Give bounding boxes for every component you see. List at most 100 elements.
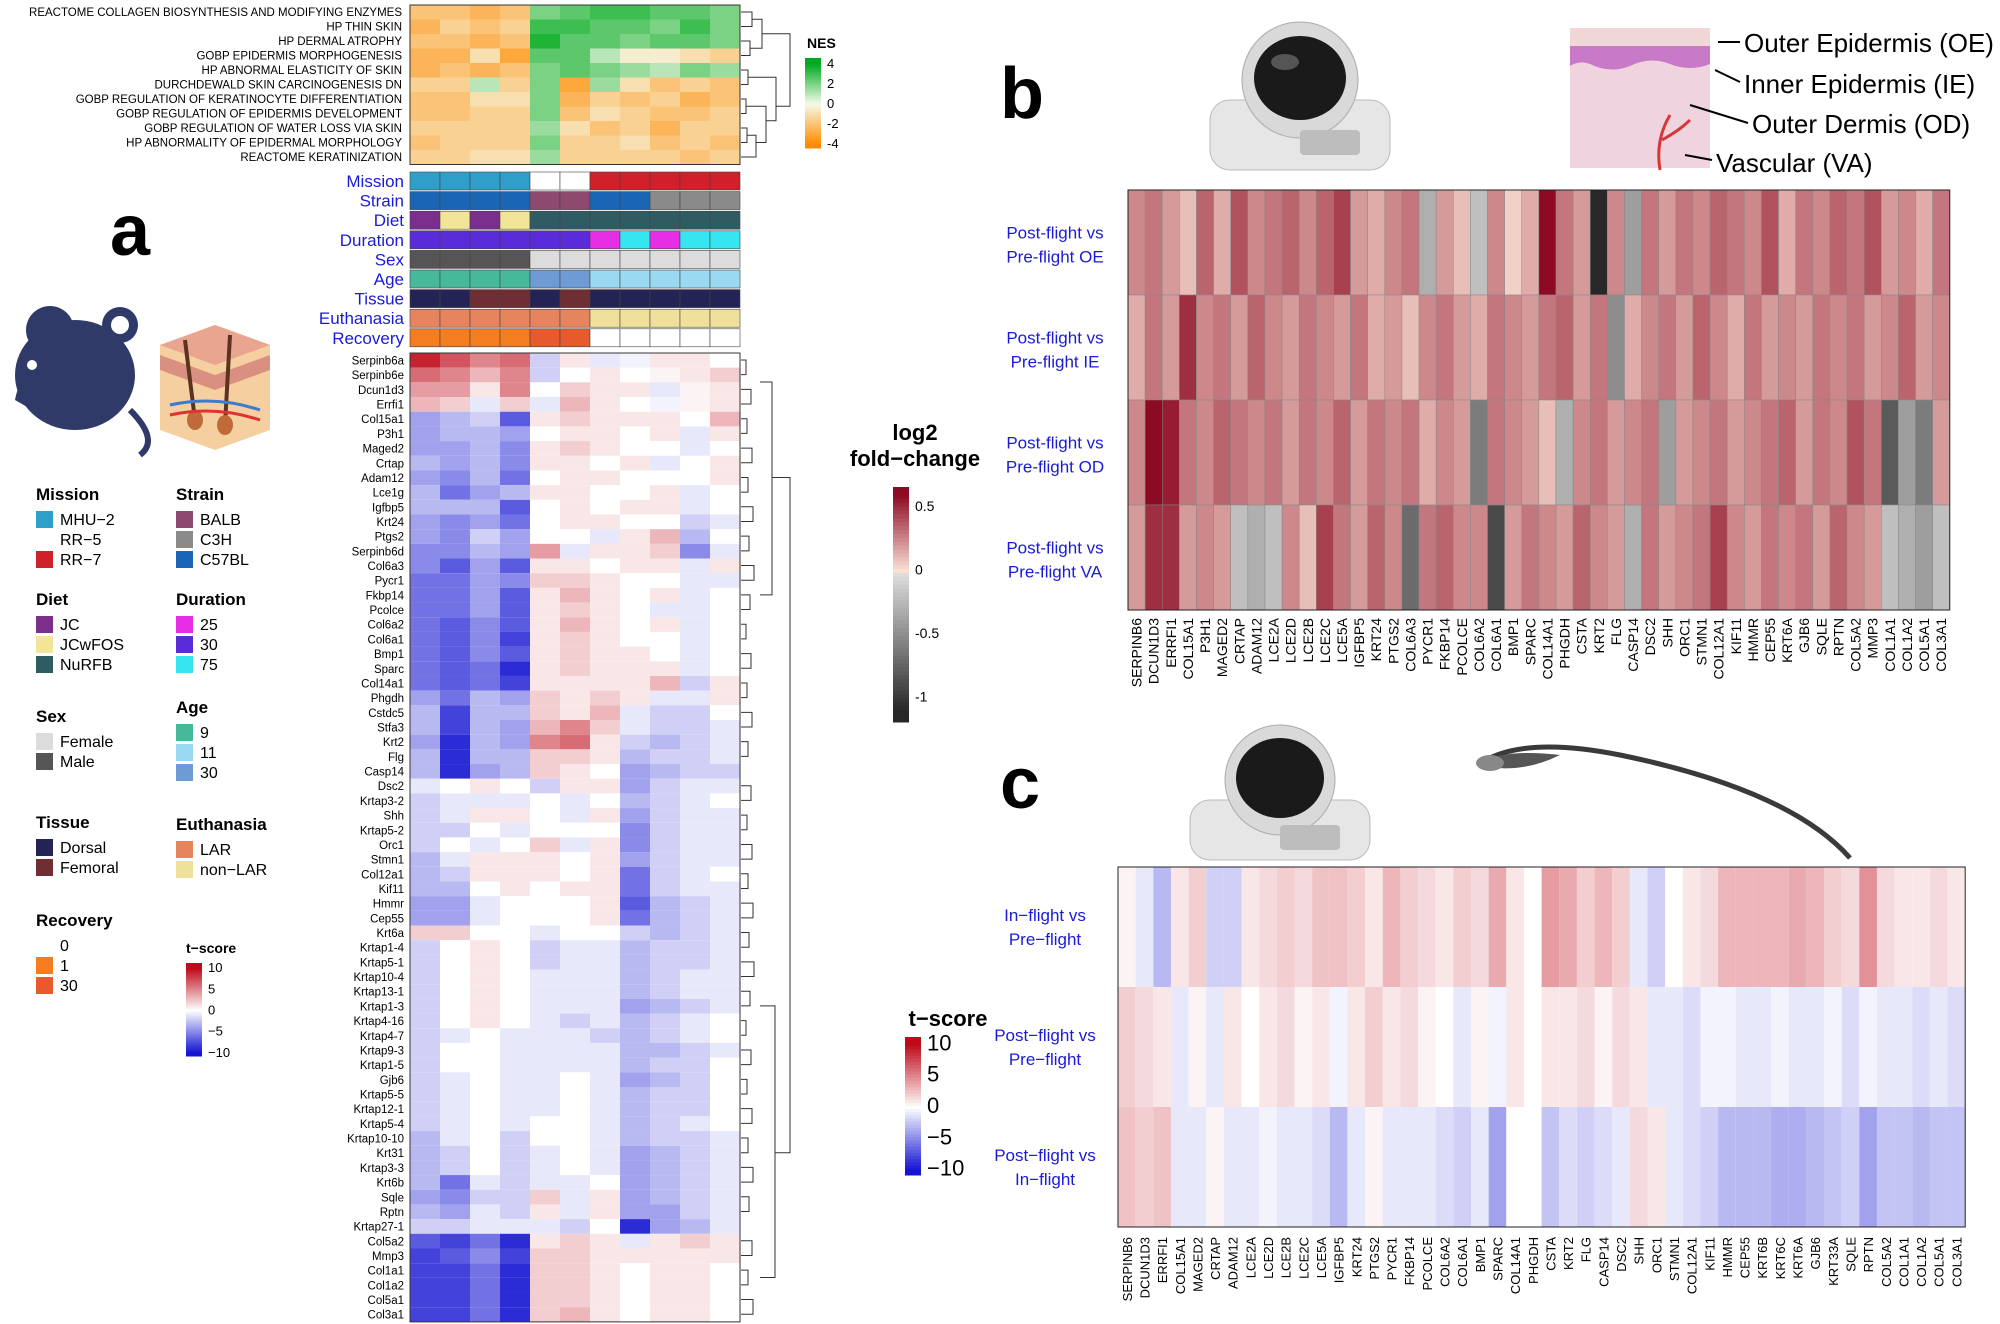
- astt-legend-swatch: [905, 1162, 921, 1167]
- mouse-cell: [500, 954, 530, 970]
- mouse-cell: [590, 954, 620, 970]
- mouse-cell: [560, 367, 590, 383]
- astt-cell: [1135, 1107, 1154, 1227]
- mouse-cell: [680, 690, 710, 706]
- mouse-cell: [560, 1087, 590, 1102]
- mouse-cell: [620, 969, 650, 985]
- lfc-cell: [1264, 399, 1283, 506]
- astt-cell: [1523, 1107, 1542, 1227]
- lfc-col-label: SERPINB6: [1129, 618, 1145, 687]
- lfc-legend-swatch: [893, 718, 909, 723]
- nes-cell: [440, 5, 470, 20]
- mouse-cell: [470, 661, 500, 676]
- mouse-cell: [680, 1160, 710, 1176]
- mouse-cell: [440, 558, 470, 574]
- annotation-cell: [649, 230, 681, 250]
- lfc-cell: [1898, 399, 1916, 506]
- mouse-cell: [500, 661, 530, 676]
- astt-legend-swatch: [905, 1062, 921, 1066]
- legend-title-duration: Duration: [176, 590, 246, 609]
- astt-cell: [1365, 1107, 1383, 1227]
- mouse-cell: [410, 1131, 440, 1146]
- mouse-cell: [590, 646, 620, 662]
- astt-row-label-line: Pre−flight: [1009, 1050, 1082, 1069]
- astt-cell: [1665, 1107, 1683, 1227]
- lfc-col-label: FKBP14: [1437, 618, 1453, 670]
- nes-cell: [710, 34, 740, 49]
- astt-legend-swatch: [905, 1165, 921, 1170]
- lfc-cell: [1435, 189, 1454, 296]
- nes-legend-tick: 0: [827, 96, 834, 111]
- astt-col-label: COL6A2: [1438, 1237, 1453, 1287]
- mouse-cell: [620, 1204, 650, 1220]
- lfc-col-label: P3H1: [1197, 618, 1213, 653]
- lfc-legend-title-line: log2: [892, 420, 937, 445]
- annotation-row-label: Tissue: [355, 290, 404, 309]
- lfc-col-label: COL1A2: [1899, 618, 1915, 672]
- astt-cell: [1700, 867, 1719, 987]
- mouse-cell: [650, 1277, 680, 1293]
- tscore-legend-swatch: [186, 1015, 202, 1019]
- astt-cell: [1488, 867, 1507, 987]
- mouse-cell: [470, 587, 500, 603]
- mouse-cell: [650, 631, 680, 647]
- mouse-cell: [470, 382, 500, 398]
- mouse-cell: [500, 881, 530, 897]
- mouse-cell: [590, 1028, 620, 1043]
- annotation-legends: MissionMHU−2RR−5RR−7StrainBALBC3HC57BLDi…: [36, 485, 267, 1060]
- tscore-legend-swatch: [186, 1013, 202, 1017]
- astt-cell: [1400, 987, 1419, 1107]
- mouse-cell: [560, 1175, 590, 1190]
- nes-cell: [530, 34, 560, 49]
- layer-label-od: Outer Dermis (OD): [1752, 109, 1970, 139]
- lfc-row-label-line: Post-flight vs: [1006, 434, 1103, 453]
- nes-cell: [560, 48, 590, 63]
- mouse-cell: [410, 1233, 440, 1249]
- lfc-cell: [1572, 294, 1591, 401]
- nes-legend-tick: -4: [827, 136, 839, 151]
- annotation-cell: [499, 289, 531, 308]
- nes-cell: [530, 92, 560, 107]
- annotation-cell: [589, 328, 621, 348]
- mouse-cell: [410, 749, 440, 765]
- mouse-cell: [530, 661, 560, 676]
- lfc-legend-swatch: [893, 604, 909, 609]
- layer-label-oe: Outer Epidermis (OE): [1744, 28, 1994, 58]
- nes-cell: [470, 92, 500, 107]
- astt-cell: [1824, 1107, 1842, 1227]
- mouse-cell: [620, 1042, 650, 1058]
- nes-cell: [710, 135, 740, 150]
- lfc-cell: [1658, 399, 1677, 506]
- lfc-cell: [1881, 189, 1899, 296]
- mouse-cell: [650, 837, 680, 853]
- mouse-row-label: Col5a2: [368, 1236, 404, 1248]
- lfc-cell: [1179, 504, 1197, 611]
- skin-layers-icon: [1570, 28, 1710, 171]
- astt-col-label: KRT24: [1349, 1237, 1364, 1277]
- mouse-cell: [620, 1189, 650, 1205]
- mouse-cell: [530, 925, 560, 941]
- mouse-cell: [680, 1248, 710, 1264]
- astt-legend-swatch: [905, 1074, 921, 1079]
- mouse-cell: [560, 675, 590, 691]
- lfc-cell: [1504, 504, 1523, 611]
- mouse-cell: [650, 984, 680, 999]
- nes-cell: [620, 150, 650, 165]
- astt-cell: [1153, 1107, 1171, 1227]
- nes-cell: [590, 5, 620, 20]
- mouse-cell: [470, 837, 500, 853]
- mouse-cell: [440, 1277, 470, 1293]
- mouse-cell: [410, 925, 440, 941]
- mouse-cell: [560, 1013, 590, 1029]
- annotation-cell: [679, 289, 711, 308]
- mouse-cell: [440, 749, 470, 765]
- annotation-cell: [709, 171, 741, 191]
- nes-legend-swatch: [805, 114, 821, 117]
- nes-dendro-branch: [748, 76, 777, 122]
- mouse-cell: [620, 1013, 650, 1029]
- astt-legend-swatch: [905, 1109, 921, 1113]
- nes-legend-swatch: [805, 70, 821, 73]
- mouse-cell: [710, 1013, 740, 1029]
- mouse-cell: [650, 353, 680, 368]
- nes-cell: [590, 106, 620, 121]
